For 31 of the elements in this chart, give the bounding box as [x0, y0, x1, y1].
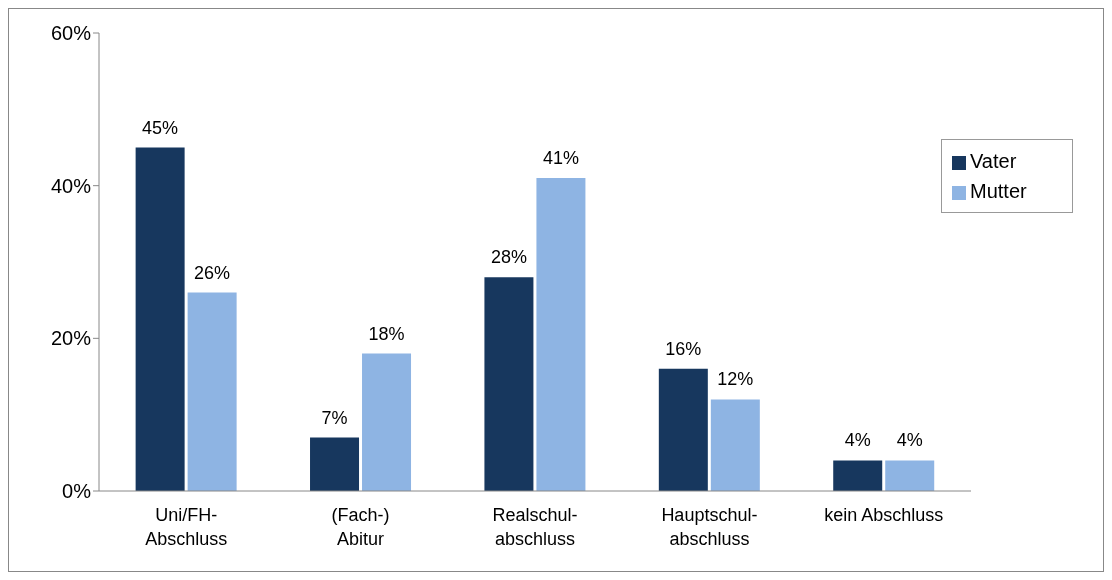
data-label: 26%: [194, 262, 231, 283]
y-tick-label: 60%: [50, 22, 92, 45]
bar: [658, 368, 708, 491]
x-tick-label: kein Abschluss: [824, 505, 944, 525]
x-tick-label: Uni/FH- Abschluss: [145, 505, 228, 549]
data-label: 4%: [896, 430, 923, 451]
data-label: 7%: [321, 407, 348, 428]
bar: [135, 147, 185, 491]
x-tick-label: Realschul- abschluss: [492, 505, 578, 549]
bar: [187, 292, 237, 491]
data-label: 41%: [542, 148, 579, 169]
legend-label: Mutter: [970, 180, 1027, 202]
data-label: 16%: [665, 338, 702, 359]
bar: [885, 460, 935, 491]
x-tick-label: (Fach-) Abitur: [331, 505, 390, 549]
data-label: 4%: [844, 430, 871, 451]
data-label: 18%: [368, 323, 405, 344]
bar: [310, 437, 360, 491]
y-tick-label: 40%: [50, 174, 92, 197]
bar: [536, 178, 586, 491]
bar: [833, 460, 883, 491]
y-tick-label: 0%: [62, 480, 92, 503]
data-label: 45%: [142, 117, 179, 138]
bar: [484, 277, 534, 491]
data-label: 28%: [490, 247, 527, 268]
data-label: 12%: [717, 369, 754, 390]
y-tick-label: 20%: [50, 327, 92, 350]
x-tick-label: Hauptschul- abschluss: [661, 505, 758, 549]
bar: [710, 399, 760, 491]
legend-label: Vater: [970, 150, 1017, 172]
bar: [362, 353, 412, 491]
